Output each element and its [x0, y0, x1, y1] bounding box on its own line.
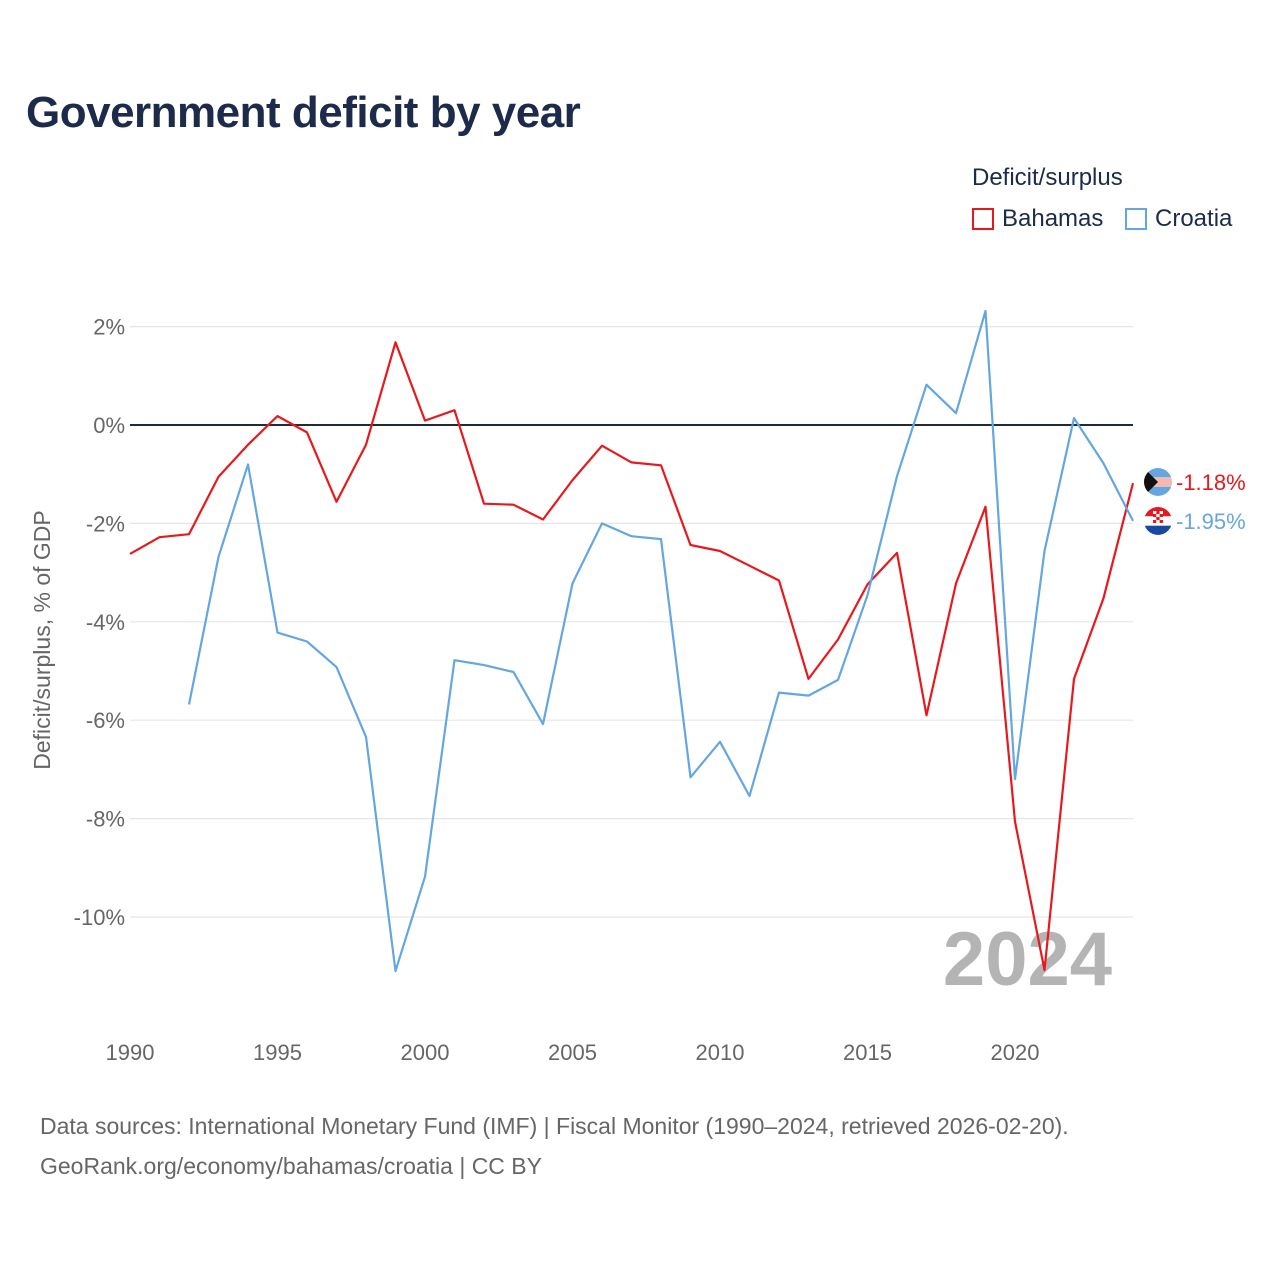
- y-axis-ticks: 2% 0% -2% -4% -6% -8% -10%: [74, 315, 125, 930]
- end-value-label-croatia: -1.95%: [1176, 509, 1246, 534]
- source-line-1: Data sources: International Monetary Fun…: [40, 1113, 1069, 1139]
- legend-item-croatia[interactable]: Croatia: [1125, 205, 1232, 233]
- x-tick-label: 1990: [106, 1040, 155, 1065]
- legend-title: Deficit/surplus: [972, 164, 1123, 191]
- year-watermark: 2024: [943, 917, 1112, 1002]
- legend-swatch-croatia: [1125, 208, 1147, 230]
- chart-title: Government deficit by year: [26, 88, 581, 137]
- legend-label-bahamas: Bahamas: [1002, 205, 1104, 232]
- data-series: [129, 309, 1135, 973]
- x-tick-label: 2000: [401, 1040, 450, 1065]
- x-tick-label: 1995: [253, 1040, 302, 1065]
- legend-item-bahamas[interactable]: Bahamas: [972, 205, 1103, 233]
- legend-swatch-bahamas: [972, 208, 994, 230]
- x-tick-label: 2005: [548, 1040, 597, 1065]
- croatia-flag-icon: [1144, 507, 1172, 535]
- bahamas-flag-icon: [1144, 468, 1172, 496]
- x-tick-label: 2010: [696, 1040, 745, 1065]
- x-tick-label: 2015: [843, 1040, 892, 1065]
- y-axis-label: Deficit/surplus, % of GDP: [29, 510, 55, 769]
- y-tick-label: -8%: [86, 807, 125, 832]
- y-tick-label: -4%: [86, 610, 125, 635]
- y-tick-label: -6%: [86, 708, 125, 733]
- line-chart: 2% 0% -2% -4% -6% -8% -10% 1990 1995 2000 2005 201…: [29, 309, 1246, 1065]
- x-axis-ticks: 1990 1995 2000 2005 2010 2015 2020: [106, 1040, 1040, 1065]
- y-tick-label: -2%: [86, 511, 125, 536]
- x-tick-label: 2020: [991, 1040, 1040, 1065]
- legend-label-croatia: Croatia: [1155, 205, 1233, 232]
- series-line-bahamas[interactable]: [129, 341, 1135, 972]
- source-line-2[interactable]: GeoRank.org/economy/bahamas/croatia | CC…: [40, 1153, 542, 1179]
- series-line-croatia[interactable]: [187, 309, 1134, 973]
- end-value-label-bahamas: -1.18%: [1176, 470, 1246, 495]
- y-tick-label: 2%: [93, 315, 125, 340]
- y-tick-label: 0%: [93, 413, 125, 438]
- source-note: Data sources: International Monetary Fun…: [40, 1106, 1069, 1186]
- gridlines: [130, 326, 1133, 918]
- y-tick-label: -10%: [74, 905, 125, 930]
